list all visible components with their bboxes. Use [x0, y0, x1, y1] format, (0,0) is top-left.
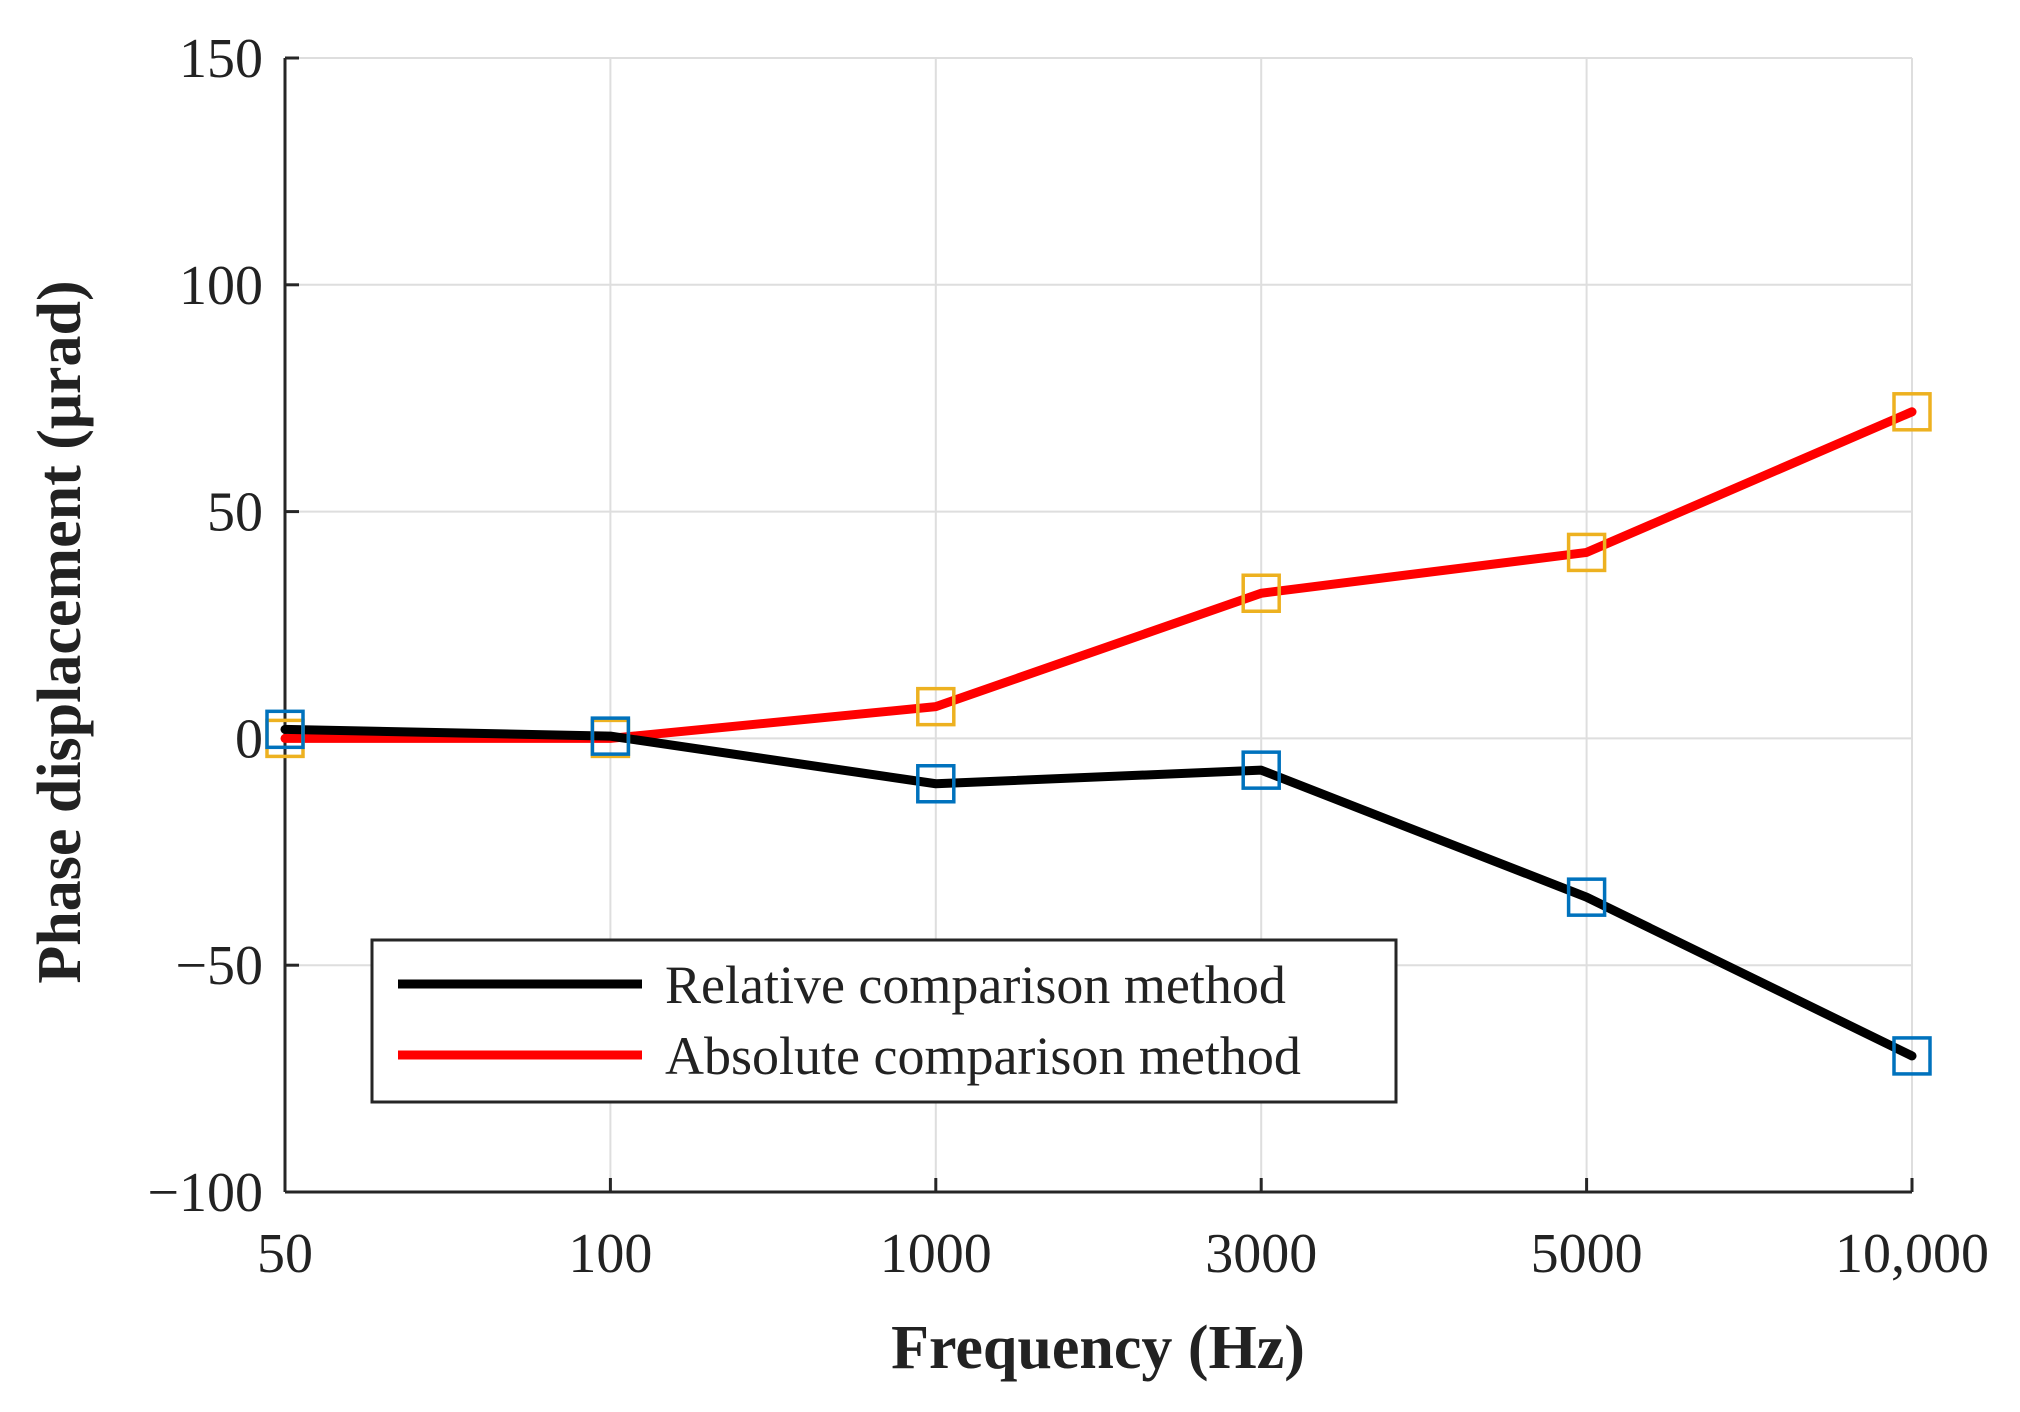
- marker-absolute: [916, 686, 956, 727]
- x-tick-label: 100: [568, 1223, 652, 1285]
- y-tick-label: −50: [175, 935, 263, 997]
- ticks-layer: 50 100 1000 3000 5000 10,000 −100 −50 0 50 100 150: [147, 28, 1989, 1285]
- y-tick-label: 100: [179, 255, 263, 317]
- y-tick-label: 150: [179, 28, 263, 90]
- legend-label-relative: Relative comparison method: [665, 955, 1286, 1015]
- series-layer: [265, 392, 1932, 1076]
- marker-absolute: [1566, 532, 1607, 573]
- marker-relative: [1892, 1036, 1932, 1076]
- legend: Relative comparison method Absolute comp…: [370, 938, 1398, 1104]
- y-axis-title: Phase displacement (μrad): [26, 280, 94, 983]
- y-tick-label: −100: [147, 1162, 263, 1224]
- series-line-relative: [280, 724, 1917, 1061]
- x-axis-title: Frequency (Hz): [891, 1314, 1305, 1382]
- marker-relative: [1566, 877, 1607, 917]
- x-tick-label: 5000: [1531, 1223, 1643, 1285]
- series-line-absolute: [280, 407, 1917, 743]
- y-tick-label: 50: [207, 482, 263, 544]
- x-tick-label: 10,000: [1835, 1223, 1989, 1285]
- axes-layer: [283, 56, 1914, 1194]
- marker-relative: [1241, 750, 1281, 790]
- marker-relative: [265, 709, 305, 750]
- x-tick-label: 50: [257, 1223, 313, 1285]
- x-tick-label: 1000: [880, 1223, 992, 1285]
- marker-relative: [916, 764, 956, 804]
- legend-box: [370, 938, 1398, 1104]
- legend-label-absolute: Absolute comparison method: [665, 1026, 1301, 1086]
- marker-absolute: [1892, 392, 1932, 432]
- x-tick-label: 3000: [1205, 1223, 1317, 1285]
- marker-relative: [590, 716, 631, 756]
- y-tick-label: 0: [235, 708, 263, 770]
- marker-absolute: [1241, 573, 1281, 613]
